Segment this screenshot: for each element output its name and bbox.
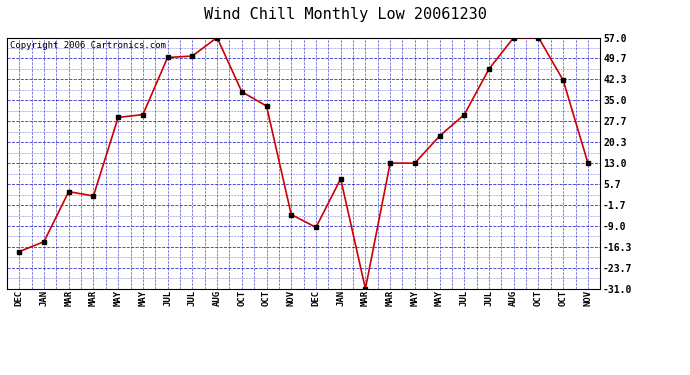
Text: Wind Chill Monthly Low 20061230: Wind Chill Monthly Low 20061230 (204, 8, 486, 22)
Text: Copyright 2006 Cartronics.com: Copyright 2006 Cartronics.com (10, 41, 166, 50)
